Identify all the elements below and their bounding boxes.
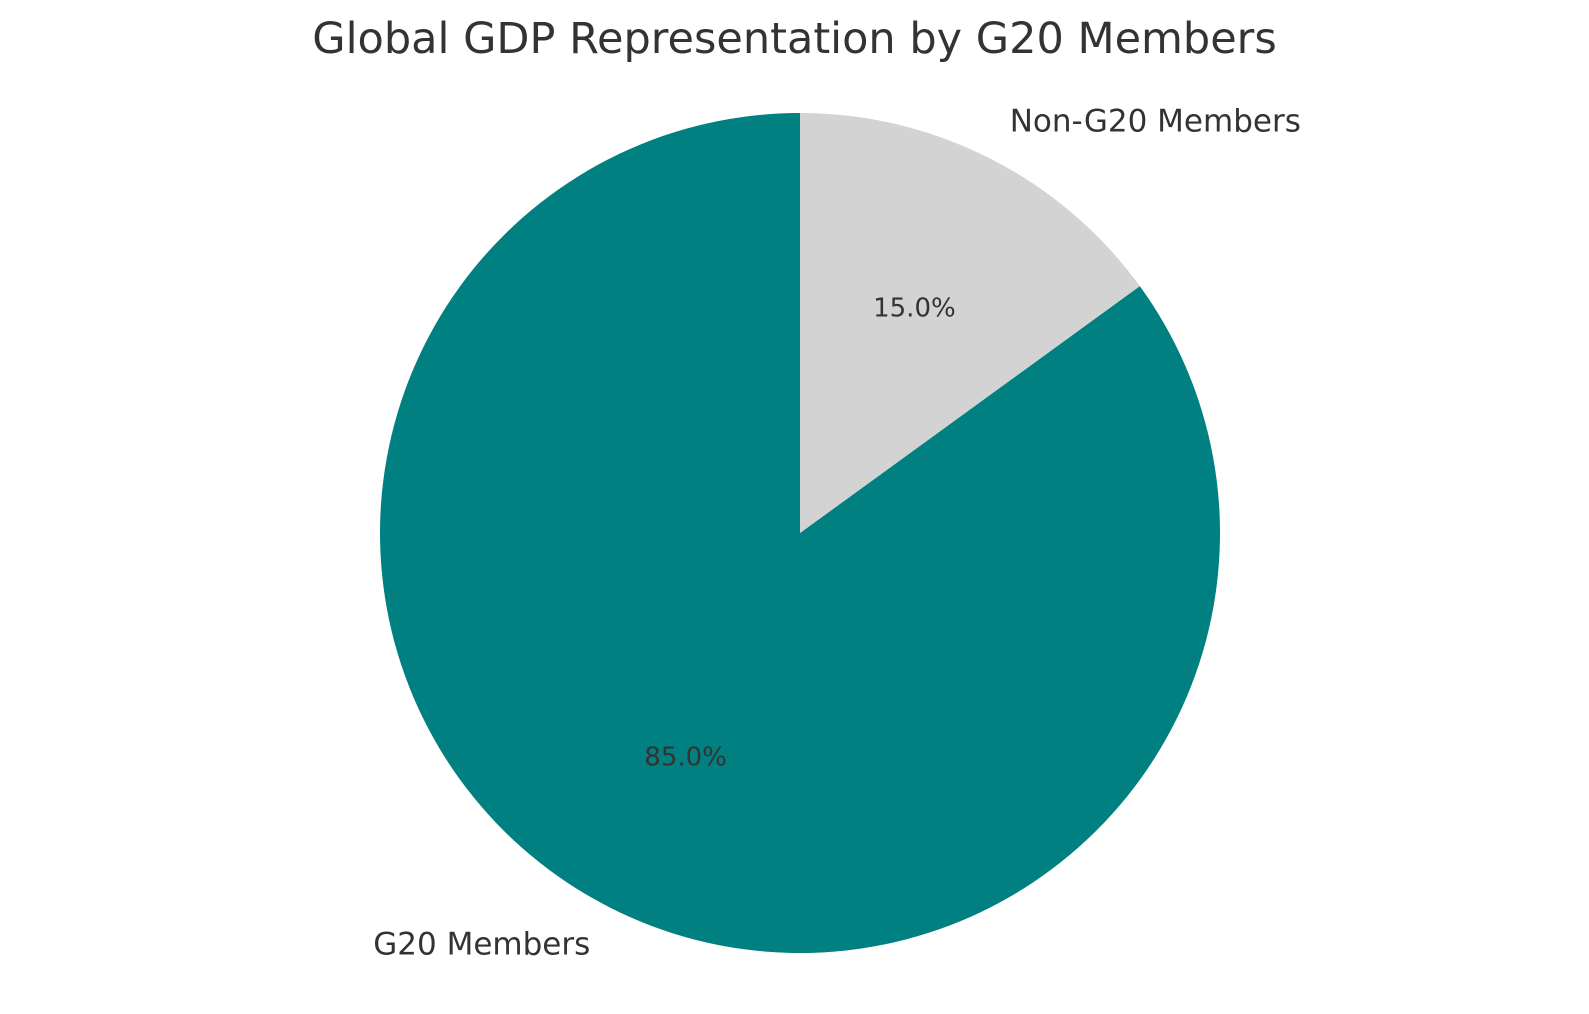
pie-slice-non-g20-members — [800, 113, 1140, 533]
pie-pct-label: 15.0% — [873, 293, 956, 323]
pie-pct-label: 85.0% — [644, 743, 727, 773]
chart-title: Global GDP Representation by G20 Members — [312, 14, 1277, 64]
pie-category-label: G20 Members — [373, 927, 590, 963]
pie-category-label: Non-G20 Members — [1010, 103, 1301, 139]
